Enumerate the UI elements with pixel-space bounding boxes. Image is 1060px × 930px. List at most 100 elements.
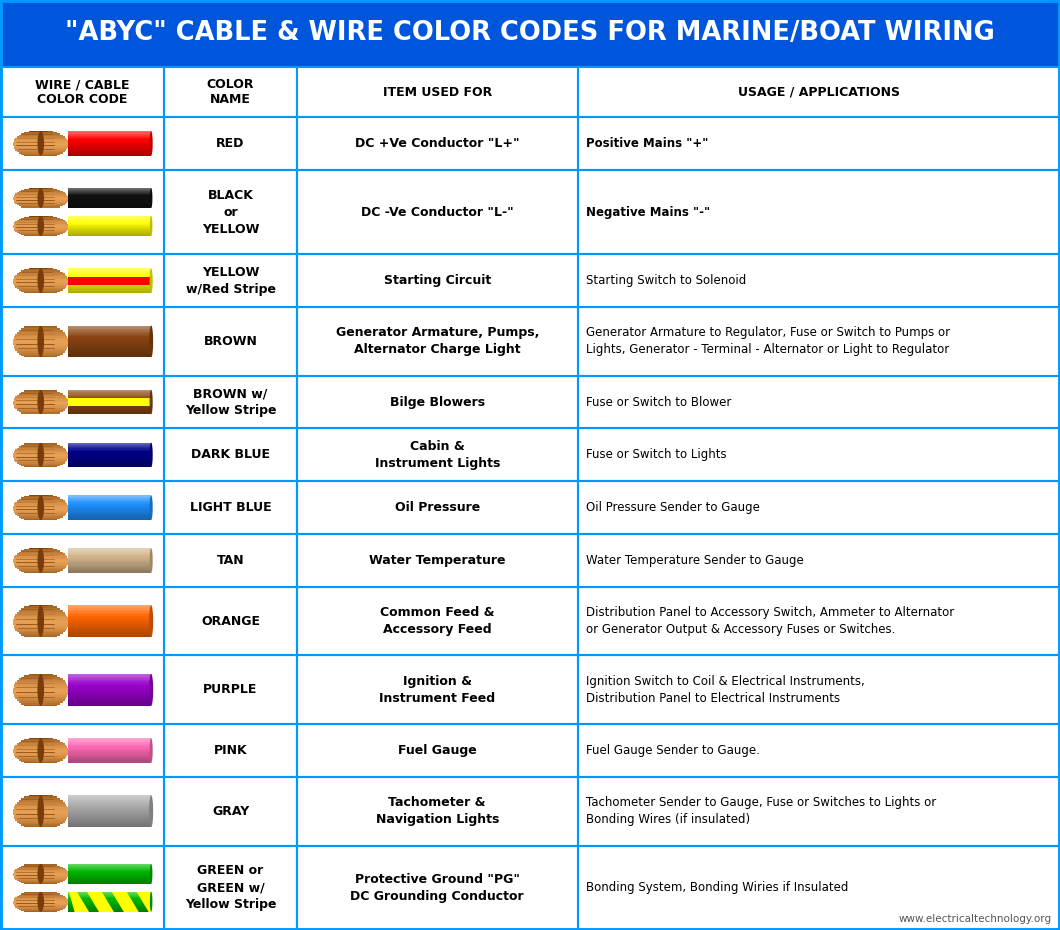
- Bar: [68, 674, 152, 675]
- Bar: [68, 697, 152, 698]
- Bar: [68, 683, 152, 684]
- Bar: [14, 900, 68, 902]
- Bar: [14, 686, 68, 688]
- Bar: [15, 503, 67, 505]
- Bar: [68, 882, 152, 883]
- Bar: [68, 294, 152, 295]
- Bar: [24, 519, 57, 521]
- Bar: [17, 631, 65, 632]
- Bar: [16, 804, 66, 805]
- Bar: [68, 467, 152, 468]
- Bar: [21, 153, 60, 155]
- Bar: [15, 616, 67, 618]
- Bar: [68, 216, 152, 217]
- Bar: [68, 279, 152, 280]
- Bar: [68, 135, 152, 136]
- Bar: [68, 514, 152, 515]
- Bar: [68, 682, 152, 683]
- Bar: [164, 67, 297, 117]
- Bar: [14, 813, 68, 815]
- Bar: [68, 818, 152, 819]
- Bar: [16, 818, 66, 820]
- Bar: [68, 874, 152, 875]
- Bar: [21, 740, 60, 742]
- Bar: [68, 461, 152, 462]
- Bar: [14, 809, 68, 811]
- Bar: [68, 671, 152, 672]
- Bar: [68, 868, 152, 869]
- Bar: [68, 829, 152, 830]
- Bar: [68, 275, 152, 276]
- Bar: [0, 0, 1060, 67]
- Bar: [21, 703, 60, 705]
- Text: Cabin &
Instrument Lights: Cabin & Instrument Lights: [374, 440, 500, 470]
- Bar: [68, 549, 152, 550]
- Bar: [297, 117, 578, 170]
- Bar: [16, 554, 66, 556]
- Bar: [68, 822, 152, 824]
- Bar: [68, 632, 152, 634]
- Bar: [68, 555, 152, 556]
- Bar: [68, 276, 152, 285]
- Bar: [13, 126, 152, 131]
- Bar: [14, 752, 68, 753]
- Bar: [16, 334, 66, 336]
- Bar: [16, 231, 66, 232]
- Bar: [68, 761, 152, 762]
- Bar: [68, 227, 152, 229]
- Bar: [15, 336, 67, 338]
- Bar: [15, 347, 67, 349]
- Bar: [68, 457, 152, 458]
- Text: Bilge Blowers: Bilge Blowers: [390, 395, 484, 408]
- Bar: [15, 905, 67, 907]
- Bar: [16, 138, 66, 140]
- Bar: [0, 307, 1060, 376]
- Bar: [16, 275, 66, 276]
- Text: Fuel Gauge Sender to Gauge.: Fuel Gauge Sender to Gauge.: [586, 744, 760, 757]
- Bar: [14, 618, 68, 619]
- Bar: [68, 568, 152, 569]
- Bar: [14, 899, 68, 900]
- Bar: [14, 688, 68, 690]
- Bar: [68, 343, 152, 345]
- Text: RED: RED: [216, 137, 245, 150]
- Bar: [14, 749, 68, 751]
- Ellipse shape: [149, 326, 153, 357]
- Ellipse shape: [149, 795, 153, 828]
- Bar: [68, 406, 152, 407]
- Bar: [24, 892, 57, 894]
- Bar: [13, 198, 68, 199]
- Bar: [68, 905, 152, 906]
- Bar: [14, 279, 68, 281]
- Bar: [68, 204, 152, 205]
- Bar: [68, 136, 152, 137]
- Bar: [68, 495, 152, 496]
- Text: electricaltechnology.org: electricaltechnology.org: [416, 156, 884, 404]
- Bar: [68, 203, 152, 204]
- Bar: [13, 911, 152, 915]
- Bar: [68, 798, 152, 800]
- Bar: [14, 875, 68, 876]
- Bar: [68, 559, 152, 560]
- Bar: [68, 824, 152, 826]
- Bar: [13, 600, 152, 605]
- Bar: [68, 458, 152, 460]
- Bar: [16, 629, 66, 631]
- Bar: [0, 429, 1060, 481]
- Bar: [21, 445, 60, 446]
- Bar: [68, 795, 152, 797]
- Bar: [68, 551, 152, 553]
- Bar: [68, 809, 152, 810]
- Text: Water Temperature Sender to Gauge: Water Temperature Sender to Gauge: [586, 554, 803, 567]
- Bar: [68, 190, 152, 191]
- Bar: [17, 515, 65, 516]
- Bar: [68, 908, 152, 909]
- Bar: [68, 462, 152, 463]
- Bar: [29, 325, 53, 326]
- Bar: [14, 559, 68, 561]
- Bar: [13, 184, 152, 188]
- Bar: [68, 195, 152, 196]
- Bar: [14, 399, 68, 401]
- Bar: [0, 777, 164, 845]
- Bar: [68, 876, 152, 877]
